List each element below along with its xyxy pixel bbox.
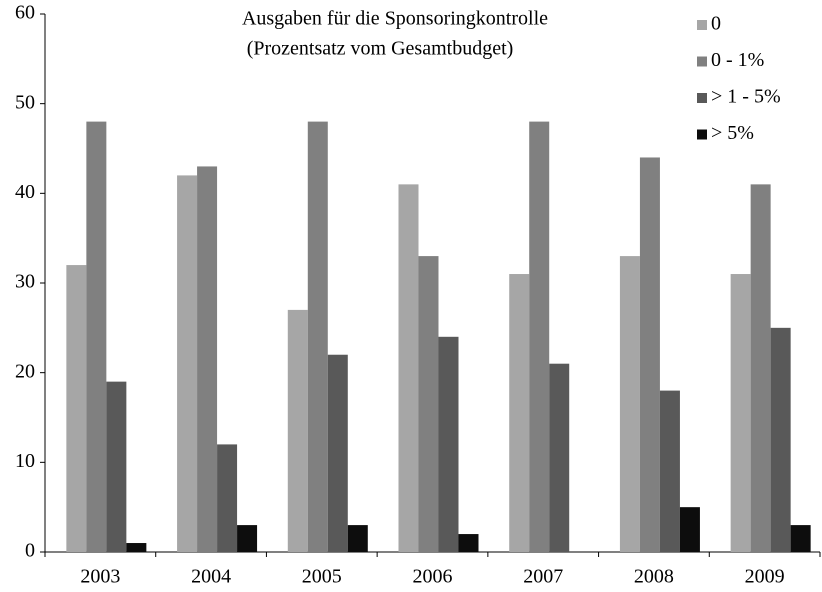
legend-label: > 5% [711, 122, 754, 144]
bar [418, 256, 439, 552]
bar [790, 525, 811, 552]
y-tick-label: 30 [15, 271, 35, 293]
y-tick-label: 0 [25, 540, 35, 562]
legend-label: 0 [711, 13, 721, 35]
chart-title: Ausgaben für die Sponsoringkontrolle [242, 8, 548, 30]
bar [126, 543, 147, 552]
x-tick-label: 2005 [302, 566, 342, 588]
bar [398, 184, 419, 552]
bar [307, 121, 328, 552]
legend-label: 0 - 1% [711, 49, 764, 71]
bar [458, 534, 479, 552]
bar [217, 444, 238, 552]
legend-swatch [697, 129, 707, 140]
x-tick-label: 2008 [634, 566, 674, 588]
bar [197, 166, 218, 552]
bar [438, 336, 459, 552]
bar [287, 309, 308, 552]
bar [679, 507, 700, 552]
bar [509, 274, 530, 552]
y-tick-label: 10 [15, 450, 35, 472]
legend-swatch [697, 20, 707, 30]
x-tick-label: 2006 [413, 566, 453, 588]
bar [770, 327, 791, 552]
y-tick-label: 60 [15, 2, 35, 24]
legend-swatch [697, 93, 707, 103]
bar [347, 525, 368, 552]
x-tick-label: 2003 [80, 566, 120, 588]
bar [619, 256, 640, 552]
bar [750, 184, 771, 552]
bar [529, 121, 550, 552]
legend-label: > 1 - 5% [711, 86, 781, 108]
y-tick-label: 20 [15, 360, 35, 382]
bar [327, 354, 348, 552]
y-tick-label: 40 [15, 181, 35, 203]
bar [177, 175, 198, 552]
x-tick-label: 2004 [191, 566, 231, 588]
bar [66, 265, 87, 552]
bar [730, 274, 751, 552]
bar [549, 363, 570, 552]
chart-subtitle: (Prozentsatz vom Gesamtbudget) [247, 38, 514, 60]
bar [86, 121, 107, 552]
x-tick-label: 2007 [523, 566, 563, 588]
legend-swatch [697, 56, 707, 67]
y-tick-label: 50 [15, 91, 35, 113]
bar [659, 390, 680, 552]
bar [237, 525, 258, 552]
bar [639, 157, 660, 552]
bar [106, 381, 127, 552]
x-tick-label: 2009 [745, 566, 785, 588]
